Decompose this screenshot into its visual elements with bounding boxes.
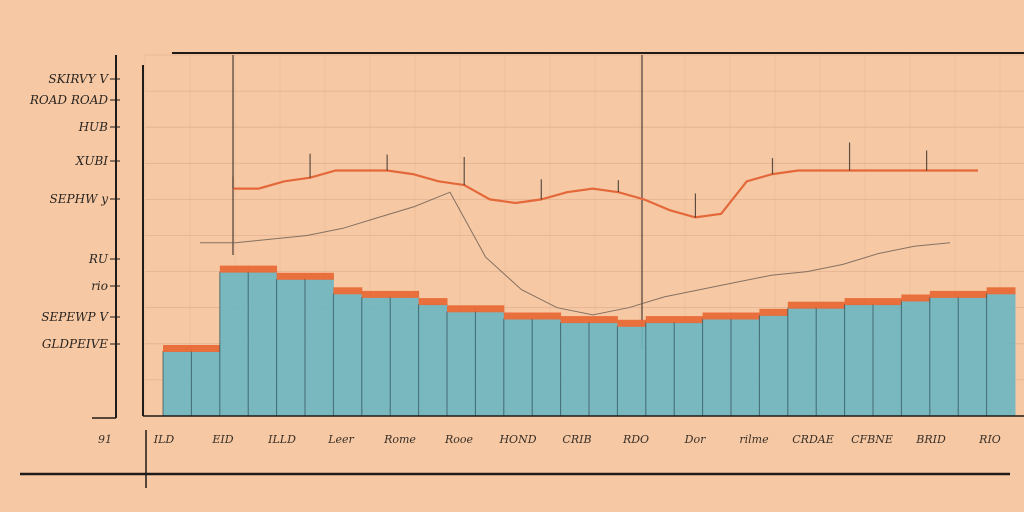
bar: [731, 318, 760, 416]
x-tick-label: RIO: [978, 433, 1001, 446]
bar-cap: [305, 272, 334, 280]
bar: [361, 296, 391, 416]
bar-cap: [191, 345, 221, 352]
bar: [901, 300, 931, 416]
x-tick-label: Rome: [383, 433, 416, 446]
y-tick-label: GLDPEIVE: [42, 337, 108, 351]
bar: [276, 278, 306, 416]
bar: [759, 314, 789, 416]
trend-line: [200, 191, 951, 316]
bar-cap: [731, 312, 760, 320]
line-path: [233, 169, 978, 219]
bar-cap: [390, 290, 420, 298]
bar-cap: [617, 319, 647, 327]
bar: [560, 322, 590, 416]
y-tick-labels: SKIRVY V ROAD ROAD HUB XUBI SEPHW y RU rio SEPE…: [29, 72, 120, 351]
bar: [418, 304, 448, 416]
bar-cap: [929, 290, 959, 298]
bar-cap: [986, 287, 1016, 295]
bar-cap: [447, 305, 476, 313]
bar: [219, 271, 249, 416]
bar-cap: [873, 298, 902, 306]
y-tick-label: SEPEWP V: [41, 310, 109, 324]
bar-cap: [816, 301, 846, 309]
bar-series: [162, 265, 1016, 417]
bar: [958, 296, 988, 416]
bar-cap: [276, 272, 306, 280]
bar: [873, 304, 902, 416]
bar: [447, 311, 476, 416]
x-tick-label: HOND: [498, 433, 536, 446]
bar: [674, 322, 704, 416]
bar-cap: [361, 290, 391, 298]
bar-cap: [333, 287, 363, 295]
y-tick-label: SKIRVY V: [48, 72, 109, 86]
axes: [20, 52, 1024, 488]
y-tick-label: XUBI: [75, 154, 108, 168]
bar: [532, 318, 562, 416]
x-tick-label: Dor: [684, 433, 706, 446]
bar: [844, 304, 874, 416]
bar-cap: [787, 301, 817, 309]
bar-cap: [532, 312, 562, 320]
bar: [929, 296, 959, 416]
bar-cap: [560, 316, 590, 324]
x-tick-label: ILD: [153, 433, 175, 446]
bar-cap: [248, 265, 278, 273]
y-tick-label: rio: [91, 279, 108, 293]
bar: [305, 278, 334, 416]
bar: [589, 322, 618, 416]
bar-cap: [958, 290, 988, 298]
bar: [816, 307, 846, 416]
bar: [645, 322, 675, 416]
x-tick-label: Rooe: [444, 433, 474, 446]
bar-cap: [219, 265, 249, 273]
x-tick-label: BRID: [915, 433, 946, 446]
bar-cap: [759, 308, 789, 316]
bar: [702, 318, 732, 416]
bar: [475, 311, 505, 416]
bar: [503, 318, 533, 416]
x-tick-label: RDO: [622, 433, 649, 446]
line-series: [232, 142, 978, 219]
bar-cap: [844, 298, 874, 306]
x-tick-label: rilme: [739, 433, 769, 446]
y-tick-label: ROAD ROAD: [29, 93, 109, 107]
x-tick-label: CRDAE: [792, 433, 834, 446]
x-tick-label: ILLD: [267, 433, 296, 446]
bar: [248, 271, 278, 416]
x-tick-label: CRIB: [562, 433, 591, 446]
bar-cap: [702, 312, 732, 320]
x-tick-label: Leer: [327, 433, 354, 446]
bar-cap: [901, 294, 931, 302]
x-tick-label: 91: [98, 433, 112, 446]
bar: [787, 307, 817, 416]
bar-cap: [163, 345, 192, 352]
x-tick-label: EID: [211, 433, 233, 446]
bar: [986, 293, 1016, 416]
bar: [163, 351, 192, 416]
bar-cap: [589, 316, 618, 324]
bar-cap: [645, 316, 675, 324]
x-tick-labels: 91 ILD EID ILLD Leer Rome Rooe HOND CRIB RDO Dor ri…: [98, 433, 1001, 446]
bar-cap: [503, 312, 533, 320]
y-tick-label: SEPHW y: [50, 192, 109, 206]
y-tick-label: RU: [88, 252, 109, 266]
bar-cap: [475, 305, 505, 313]
bar: [191, 351, 221, 416]
trend-series: [200, 191, 951, 316]
bar: [617, 325, 647, 417]
bar-cap: [674, 316, 704, 324]
x-tick-label: CFBNE: [851, 433, 893, 446]
bar-cap: [418, 298, 448, 306]
bar: [333, 293, 363, 416]
bar: [390, 296, 420, 416]
y-tick-label: HUB: [78, 120, 109, 134]
